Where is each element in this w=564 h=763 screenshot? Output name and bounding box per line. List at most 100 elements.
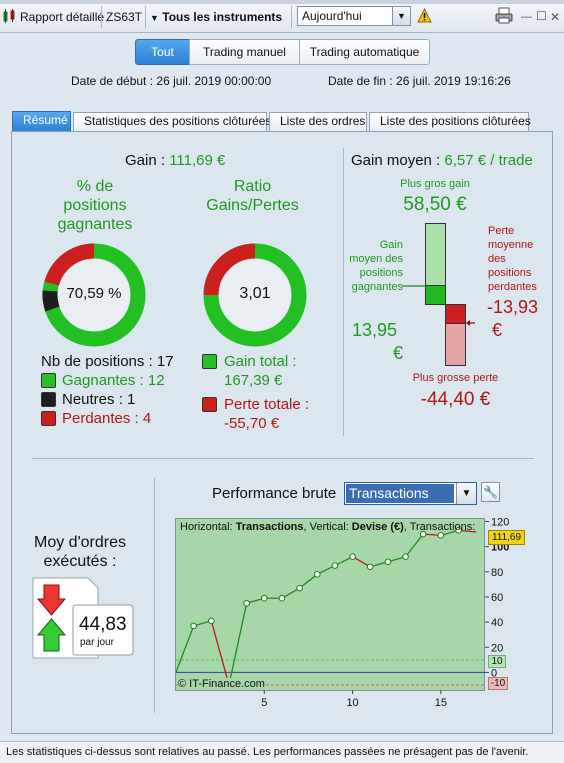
biggest-gain-label: Plus gros gain — [400, 178, 470, 190]
avg-loss-label-1: Perte — [488, 225, 515, 237]
lower-band-badge: -10 — [488, 677, 508, 690]
horizontal-divider — [32, 458, 534, 459]
tab-closed-stats[interactable]: Statistiques des positions clôturées — [73, 112, 271, 131]
avg-loss-label-3: des — [488, 253, 506, 265]
caret-down-icon: ▼ — [150, 13, 159, 23]
series-segment — [352, 556, 371, 568]
orders-widget — [32, 577, 134, 659]
series-segment — [299, 573, 318, 589]
gain-label: Gain : — [125, 152, 166, 169]
maximize-icon[interactable]: ☐ — [536, 9, 547, 23]
y-tick-label: 0 — [491, 667, 497, 679]
avg-win-value: 13,95 — [352, 320, 398, 340]
data-point — [278, 594, 286, 602]
chart-watermark: © IT-Finance.com — [178, 678, 265, 690]
performance-mode-select[interactable]: Transactions ▼ — [344, 482, 477, 505]
pct-title-line3: gagnantes — [57, 216, 133, 233]
legend-horizontal-value: Transactions — [235, 521, 304, 533]
legend-total-loss-swatch — [202, 397, 217, 412]
avg-win-label-1: Gain — [379, 239, 403, 251]
mode-all-button[interactable]: Tout — [135, 39, 190, 65]
data-point — [402, 553, 409, 561]
warning-icon[interactable] — [417, 8, 432, 23]
pct-winning-donut — [42, 243, 146, 347]
legend-winners: Gagnantes : 12 — [62, 372, 165, 389]
data-point — [331, 562, 339, 569]
data-point — [243, 599, 250, 607]
avg-win-unit: € — [393, 343, 404, 363]
tab-resume[interactable]: Résumé — [12, 111, 71, 132]
orders-value-box — [72, 604, 134, 656]
avg-loss-label-4: positions — [488, 267, 532, 279]
period-select[interactable]: Aujourd'hui ▼ — [297, 6, 411, 26]
upper-band-badge: 10 — [488, 655, 506, 668]
toolbar-separator — [145, 6, 146, 28]
account-selector[interactable]: ZS63T — [106, 10, 143, 24]
pct-title-line1: % de — [76, 178, 114, 195]
vertical-divider-bottom — [154, 478, 155, 713]
legend-vertical-value: Devise (€) — [351, 521, 404, 533]
x-tick-label: 10 — [346, 697, 358, 709]
series-segment — [405, 533, 424, 558]
end-date: Date de fin : 26 juil. 2019 19:16:26 — [328, 74, 511, 88]
minimize-icon[interactable]: — — [521, 11, 532, 23]
chevron-down-icon[interactable]: ▼ — [392, 7, 410, 25]
period-value: Aujourd'hui — [302, 9, 362, 23]
print-icon[interactable] — [494, 7, 514, 25]
total-loss-value: -55,70 € — [224, 415, 280, 432]
arrow-up-icon — [36, 618, 67, 652]
y-tick-label: 80 — [491, 567, 503, 579]
avg-gain-label: Gain moyen : — [351, 152, 441, 169]
series-segment — [175, 625, 195, 673]
avg-win-label-3: positions — [359, 267, 403, 279]
y-tick-label: 20 — [491, 642, 503, 654]
tab-orders[interactable]: Liste des ordres — [269, 112, 367, 131]
ratio-donut-center — [219, 259, 291, 331]
avg-win-label-4: gagnantes — [351, 281, 403, 293]
avg-loss-bar — [445, 304, 466, 324]
legend-vertical-label: , Vertical: — [303, 521, 352, 533]
total-loss-label: Perte totale : — [224, 396, 310, 413]
window-top-strip — [0, 0, 564, 4]
nb-positions: Nb de positions : 17 — [41, 353, 174, 370]
instruments-label: Tous les instruments — [162, 10, 283, 24]
avg-win-label: Gain moyen des positions gagnantes — [345, 238, 403, 294]
report-title: Rapport détaillé — [20, 10, 105, 24]
chevron-down-icon[interactable]: ▼ — [456, 483, 476, 504]
total-gain-value: 167,39 € — [224, 372, 283, 389]
legend-losers: Perdantes : 4 — [62, 410, 152, 427]
data-point — [190, 622, 197, 630]
toolbar: Rapport détaillé ZS63T ▼ Tous les instru… — [0, 0, 564, 33]
performance-chart-area — [175, 518, 485, 691]
gain-value: 111,69 € — [169, 152, 226, 169]
data-point — [384, 558, 392, 566]
biggest-gain-value: 58,50 € — [403, 194, 467, 215]
data-point — [349, 553, 356, 561]
arrow-down-icon — [36, 584, 67, 616]
data-point — [313, 571, 321, 578]
mode-auto-button[interactable]: Trading automatique — [299, 39, 430, 65]
mode-manual-button[interactable]: Trading manuel — [189, 39, 300, 65]
chart-legend: Horizontal: Transactions, Vertical: Devi… — [180, 521, 475, 533]
y-tick-label: 60 — [491, 592, 503, 604]
ratio-donut — [203, 243, 307, 347]
instruments-dropdown[interactable]: ▼ Tous les instruments — [150, 8, 282, 26]
avg-loss-label-2: moyenne — [488, 239, 534, 251]
data-point — [419, 530, 427, 538]
data-point — [260, 594, 268, 602]
orders-title-line1: Moy d'ordres — [34, 534, 126, 551]
report-icon — [3, 9, 15, 23]
ratio-title-line2: Gains/Pertes — [206, 197, 299, 214]
donut-loss-arc — [44, 243, 95, 286]
tab-closed-positions[interactable]: Liste des positions clôturées — [369, 112, 531, 131]
chart-settings-button[interactable]: 🔧 — [481, 482, 500, 502]
y-tick-label: 120 — [491, 517, 509, 529]
toolbar-separator — [291, 6, 292, 28]
close-icon[interactable]: ✕ — [550, 10, 561, 24]
vertical-divider — [343, 148, 344, 436]
last-value-badge: 111,69 — [488, 530, 525, 545]
legend-transactions-label: , Transactions: — [403, 521, 476, 533]
biggest-loss-value: -44,40 € — [420, 389, 491, 410]
arrow-left-icon — [466, 320, 470, 326]
